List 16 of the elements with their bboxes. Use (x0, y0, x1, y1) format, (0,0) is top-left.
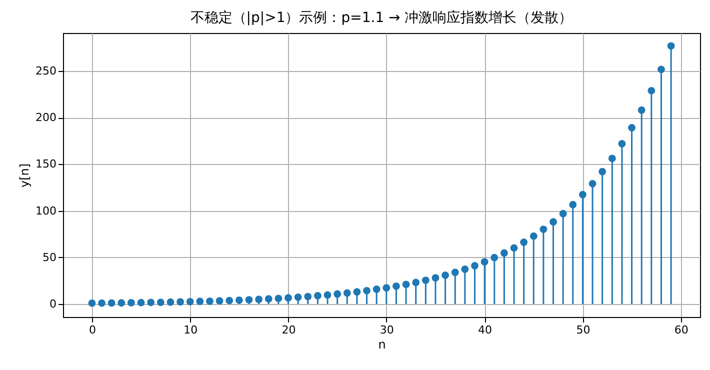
x-tick-label: 20 (282, 324, 296, 336)
x-tick-label: 10 (184, 324, 198, 336)
x-tick-label: 60 (674, 324, 688, 336)
y-tick-label: 200 (36, 111, 56, 124)
chart-title: 不稳定（|p|>1）示例：p=1.1 → 冲激响应指数增长（发散） (190, 10, 573, 26)
x-axis-title: n (378, 338, 386, 352)
y-tick-label: 150 (36, 158, 56, 171)
y-axis-title: y[n] (18, 163, 32, 188)
y-tick-label: 100 (36, 204, 56, 218)
y-tick-label: 50 (42, 250, 56, 264)
y-tick-label: 250 (36, 64, 56, 78)
y-tick-label: 0 (50, 298, 56, 311)
x-tick-label: 30 (380, 324, 394, 336)
x-tick-label: 0 (88, 324, 96, 336)
x-tick-label: 40 (478, 324, 492, 336)
x-tick-label: 50 (576, 324, 590, 336)
